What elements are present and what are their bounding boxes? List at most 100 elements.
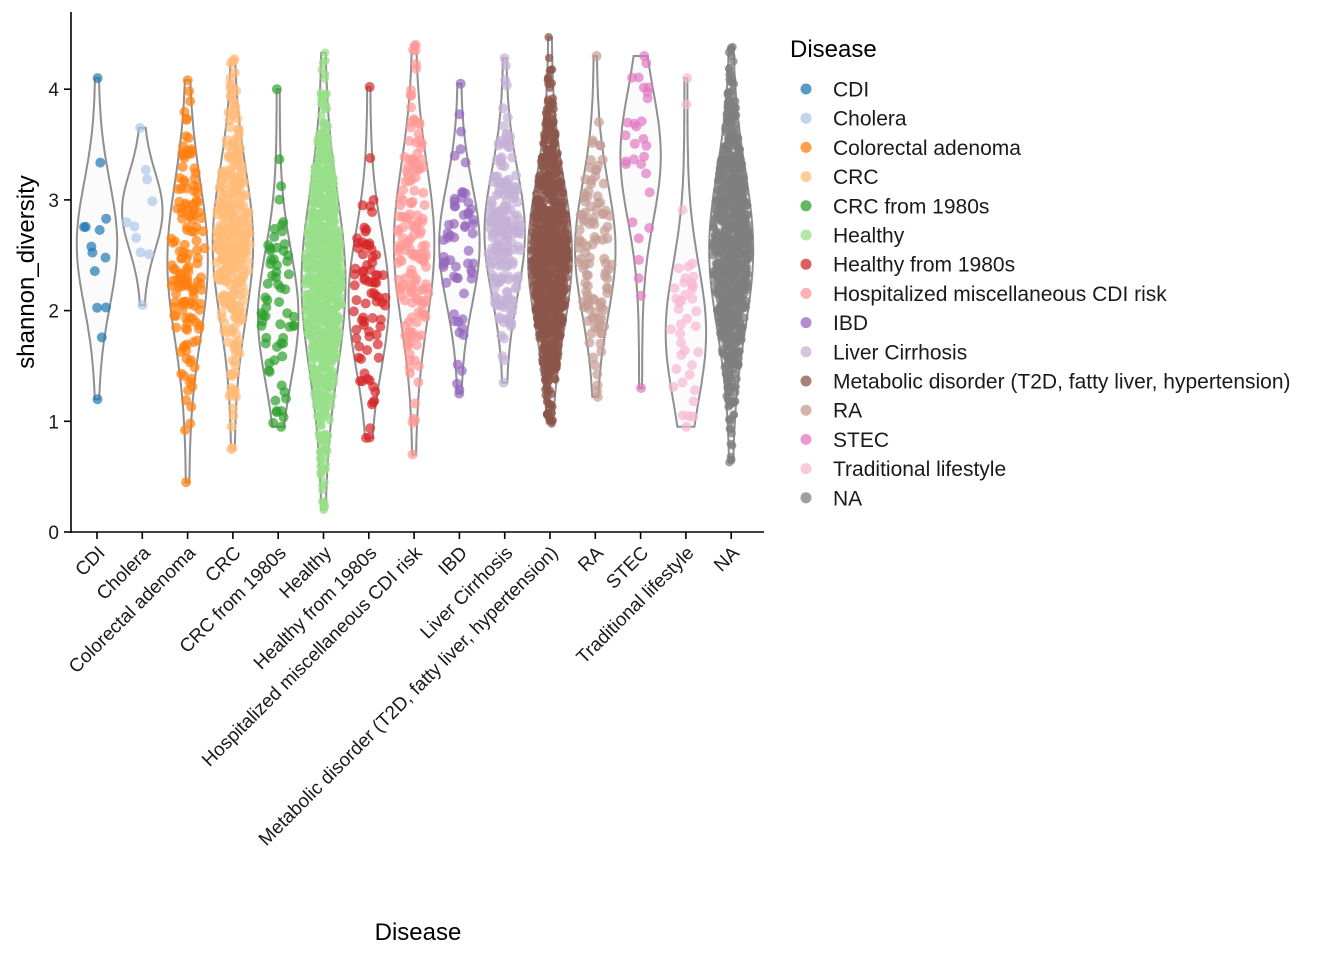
data-point — [538, 163, 547, 172]
data-point — [487, 232, 498, 243]
data-point — [536, 181, 546, 190]
data-point — [317, 166, 326, 176]
data-point — [722, 114, 732, 123]
data-point — [457, 323, 468, 334]
data-point — [282, 256, 293, 267]
data-point — [602, 284, 613, 294]
data-point — [562, 243, 571, 253]
data-point — [315, 276, 324, 285]
data-point — [636, 383, 647, 394]
data-point — [495, 295, 506, 305]
data-point — [585, 201, 596, 212]
points-group-2 — [166, 75, 210, 488]
data-point — [261, 302, 272, 313]
data-point — [318, 485, 327, 495]
data-point — [269, 231, 280, 242]
data-point — [734, 349, 743, 358]
data-point — [725, 318, 735, 327]
data-point — [320, 198, 330, 207]
data-point — [278, 332, 289, 343]
data-point — [373, 352, 384, 363]
data-point — [406, 102, 416, 113]
data-point — [222, 276, 233, 287]
data-point — [597, 154, 608, 165]
data-point — [412, 331, 423, 342]
data-point — [501, 80, 512, 91]
data-point — [588, 293, 599, 304]
data-point — [629, 118, 640, 129]
data-point — [412, 210, 423, 221]
data-point — [349, 280, 360, 291]
data-point — [348, 306, 359, 317]
data-point — [410, 172, 421, 183]
data-point — [531, 293, 541, 302]
data-point — [92, 302, 103, 313]
data-point — [463, 258, 473, 269]
data-point — [451, 273, 462, 284]
data-point — [726, 45, 735, 55]
data-point — [225, 369, 236, 380]
data-point — [419, 200, 430, 211]
data-point — [94, 225, 105, 235]
data-point — [398, 195, 409, 206]
data-point — [627, 217, 638, 228]
data-point — [592, 380, 603, 391]
data-point — [580, 278, 591, 289]
data-point — [592, 369, 603, 380]
data-point — [574, 224, 585, 235]
data-point — [329, 378, 339, 387]
data-point — [337, 300, 346, 309]
data-point — [456, 365, 467, 376]
legend-key-8 — [800, 317, 812, 329]
data-point — [225, 166, 236, 177]
data-point — [547, 79, 557, 88]
data-point — [227, 403, 238, 414]
data-point — [531, 196, 541, 205]
data-point — [409, 115, 420, 126]
data-point — [264, 366, 275, 377]
data-point — [169, 297, 180, 308]
data-point — [186, 144, 197, 155]
data-point — [277, 351, 288, 362]
data-point — [639, 151, 650, 162]
data-point — [621, 159, 631, 170]
y-axis-title: shannon_diversity — [13, 175, 40, 368]
data-point — [359, 273, 370, 284]
data-point — [725, 324, 734, 334]
data-point — [544, 33, 553, 42]
data-point — [323, 121, 332, 131]
data-point — [456, 192, 467, 203]
data-point — [687, 258, 698, 269]
data-point — [228, 410, 239, 421]
legend-label-11: RA — [833, 400, 862, 423]
data-point — [720, 144, 729, 153]
data-point — [669, 283, 680, 294]
data-point — [283, 269, 294, 280]
legend-label-10: Metabolic disorder (T2D, fatty liver, hy… — [833, 371, 1291, 394]
data-point — [121, 217, 132, 228]
data-point — [673, 263, 684, 274]
legend-label-9: Liver Cirrhosis — [833, 341, 967, 364]
data-point — [351, 295, 362, 306]
data-point — [549, 138, 559, 147]
data-point — [332, 339, 342, 348]
data-point — [677, 377, 688, 388]
data-point — [238, 215, 249, 226]
y-tick-label: 4 — [48, 80, 59, 101]
data-point — [185, 357, 195, 368]
data-point — [318, 354, 327, 364]
data-point — [325, 415, 334, 425]
data-point — [319, 406, 329, 416]
data-point — [588, 352, 599, 363]
data-point — [319, 503, 328, 512]
data-point — [331, 352, 340, 362]
data-point — [321, 433, 330, 442]
data-point — [351, 324, 362, 335]
data-point — [137, 300, 148, 311]
data-point — [181, 395, 191, 406]
legend-label-4: CRC from 1980s — [833, 195, 989, 218]
data-point — [227, 264, 238, 275]
legend-label-7: Hospitalized miscellaneous CDI risk — [833, 283, 1167, 306]
data-point — [644, 187, 655, 198]
data-point — [633, 273, 644, 284]
